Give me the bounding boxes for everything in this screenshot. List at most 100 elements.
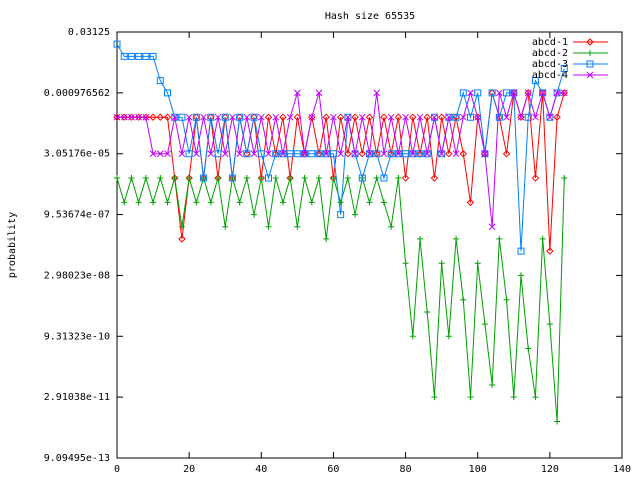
marker (156, 150, 164, 158)
y-tick-label: 2.91038e-11 (44, 392, 110, 403)
marker (156, 113, 164, 121)
marker (351, 150, 359, 158)
marker (518, 272, 524, 279)
marker (171, 175, 178, 182)
marker (236, 199, 243, 206)
marker (287, 175, 294, 182)
marker (337, 199, 344, 206)
marker (380, 174, 388, 182)
marker (330, 175, 337, 182)
marker (207, 199, 214, 206)
marker (157, 175, 164, 182)
marker (214, 150, 222, 158)
marker (351, 113, 359, 121)
marker (452, 150, 460, 158)
marker (445, 333, 452, 340)
series-line (116, 43, 565, 252)
marker (150, 199, 157, 206)
marker (301, 175, 308, 182)
x-tick-label: 100 (469, 464, 487, 475)
marker (503, 296, 510, 303)
marker (409, 333, 416, 340)
marker (186, 175, 193, 182)
marker (358, 174, 366, 182)
marker (222, 223, 229, 230)
marker (322, 113, 330, 121)
marker (373, 150, 381, 158)
marker (481, 321, 488, 328)
marker (163, 113, 172, 121)
marker (221, 113, 229, 121)
plot-frame (116, 31, 623, 459)
marker (164, 150, 171, 158)
marker (366, 199, 373, 206)
marker (430, 174, 439, 182)
legend-label: abcd-4 (532, 70, 568, 81)
marker (185, 150, 193, 158)
marker (502, 150, 511, 158)
marker (178, 113, 186, 121)
marker (388, 223, 395, 230)
marker (221, 150, 229, 158)
marker (524, 113, 532, 121)
marker (402, 113, 409, 121)
marker (503, 89, 511, 97)
marker (207, 113, 215, 121)
marker (474, 113, 482, 121)
marker (164, 199, 171, 206)
marker (517, 113, 525, 121)
marker (113, 40, 121, 48)
chart-title: Hash size 65535 (325, 11, 415, 22)
marker (503, 113, 510, 121)
marker (265, 150, 272, 158)
marker (358, 150, 366, 158)
marker (586, 71, 594, 79)
marker (128, 113, 135, 121)
marker (560, 65, 568, 73)
marker (135, 199, 142, 206)
marker (149, 52, 157, 60)
marker (430, 113, 438, 121)
marker (265, 223, 272, 230)
marker (272, 175, 279, 182)
marker (560, 89, 568, 97)
marker (200, 174, 208, 182)
marker (120, 52, 128, 60)
marker (193, 150, 200, 158)
marker (344, 175, 351, 182)
y-tick-label: 0.000976562 (44, 88, 110, 99)
marker (481, 150, 489, 158)
marker (532, 113, 539, 121)
marker (554, 418, 561, 425)
series-line (117, 91, 565, 227)
marker (452, 113, 460, 121)
marker (460, 296, 467, 303)
marker (539, 89, 546, 97)
marker (423, 113, 431, 121)
marker (401, 174, 410, 182)
marker (178, 150, 186, 158)
marker (438, 150, 445, 158)
marker (459, 89, 467, 97)
marker (459, 113, 467, 121)
marker (437, 113, 446, 121)
marker (587, 50, 593, 56)
marker (323, 235, 330, 242)
marker (200, 113, 207, 121)
marker (423, 150, 431, 158)
marker (525, 345, 532, 352)
marker (445, 150, 453, 158)
y-tick-label: 0.03125 (68, 27, 110, 38)
marker (215, 175, 221, 182)
y-tick-label: 9.31323e-10 (44, 331, 110, 342)
marker (380, 199, 387, 206)
x-tick-label: 120 (541, 464, 559, 475)
marker (417, 235, 423, 242)
marker (178, 223, 185, 230)
marker (120, 113, 128, 121)
marker (344, 150, 352, 158)
marker (301, 150, 308, 158)
marker (171, 113, 179, 121)
marker (251, 211, 258, 218)
